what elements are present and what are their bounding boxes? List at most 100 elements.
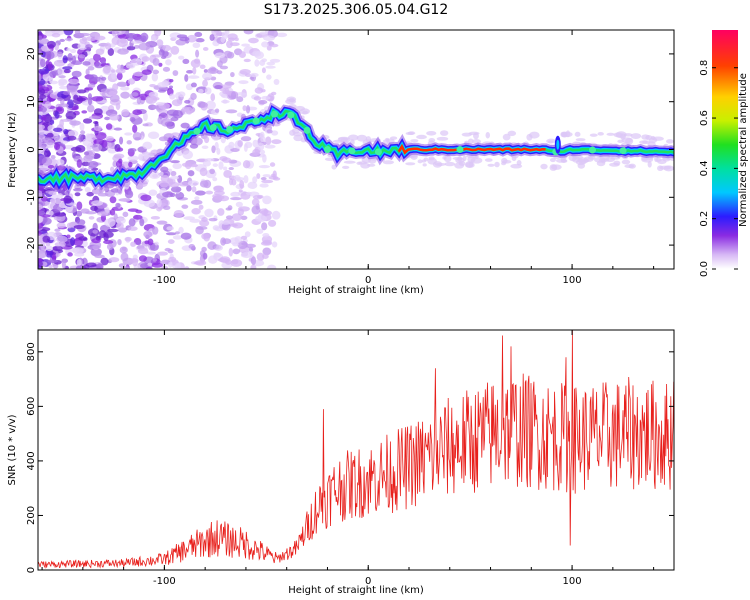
noise-blob bbox=[47, 124, 55, 132]
noise-blob bbox=[109, 94, 120, 103]
noise-blob bbox=[158, 136, 169, 142]
noise-blob bbox=[87, 66, 95, 71]
noise-blob bbox=[201, 246, 207, 252]
ridge-spot bbox=[209, 124, 217, 132]
noise-blob bbox=[155, 101, 165, 106]
noise-blob bbox=[348, 134, 359, 141]
noise-blob bbox=[86, 191, 94, 197]
noise-blob bbox=[560, 159, 568, 163]
noise-blob bbox=[119, 246, 128, 254]
noise-blob bbox=[440, 130, 449, 136]
noise-blob bbox=[46, 40, 56, 49]
noise-blob bbox=[230, 91, 237, 100]
noise-blob bbox=[157, 251, 168, 256]
ridge-spot bbox=[252, 117, 260, 125]
noise-blob bbox=[249, 76, 255, 80]
noise-blob bbox=[465, 162, 475, 169]
noise-blob bbox=[269, 58, 281, 63]
noise-blob bbox=[85, 68, 90, 76]
noise-blob bbox=[276, 32, 288, 38]
noise-blob bbox=[227, 37, 236, 42]
noise-blob bbox=[79, 122, 85, 131]
noise-blob bbox=[241, 43, 251, 47]
noise-blob bbox=[167, 239, 175, 244]
noise-blob bbox=[71, 105, 79, 111]
noise-blob bbox=[96, 263, 104, 269]
noise-blob bbox=[219, 256, 231, 264]
noise-blob bbox=[187, 170, 195, 177]
noise-blob bbox=[382, 139, 390, 143]
noise-blob bbox=[180, 122, 190, 129]
noise-blob bbox=[184, 99, 191, 104]
noise-blob bbox=[221, 157, 232, 163]
noise-blob bbox=[621, 159, 631, 165]
noise-blob bbox=[242, 160, 251, 169]
noise-blob bbox=[223, 166, 228, 171]
noise-blob bbox=[133, 214, 143, 220]
noise-blob bbox=[405, 162, 416, 166]
noise-blob bbox=[422, 163, 427, 167]
noise-blob bbox=[100, 88, 110, 93]
colorbar-tick-label: 0.2 bbox=[699, 211, 710, 227]
noise-blob bbox=[209, 34, 215, 42]
noise-blob bbox=[216, 147, 221, 155]
noise-blob bbox=[170, 186, 182, 193]
noise-blob bbox=[261, 179, 274, 184]
noise-blob bbox=[177, 91, 186, 98]
noise-blob bbox=[109, 113, 120, 121]
y-tick-label: 10 bbox=[26, 95, 37, 108]
noise-blob bbox=[203, 252, 208, 260]
noise-blob bbox=[58, 75, 66, 79]
noise-blob bbox=[40, 115, 47, 121]
noise-blob bbox=[158, 62, 163, 67]
noise-blob bbox=[205, 100, 216, 110]
noise-blob bbox=[180, 232, 192, 240]
noise-blob bbox=[293, 134, 303, 142]
noise-blob bbox=[233, 174, 241, 181]
noise-blob bbox=[213, 30, 220, 33]
noise-blob bbox=[62, 55, 68, 64]
noise-blob bbox=[94, 132, 107, 140]
noise-blob bbox=[266, 74, 272, 80]
noise-blob bbox=[70, 60, 83, 66]
noise-blob bbox=[189, 218, 201, 223]
noise-blob bbox=[208, 255, 218, 264]
noise-blob bbox=[93, 121, 99, 125]
noise-blob bbox=[261, 222, 268, 231]
ridge-spot bbox=[226, 125, 234, 133]
noise-blob bbox=[342, 165, 350, 170]
colorbar-tick-label: 0.6 bbox=[699, 110, 710, 126]
noise-blob bbox=[122, 211, 129, 218]
noise-blob bbox=[38, 118, 42, 123]
noise-blob bbox=[225, 109, 238, 114]
noise-blob bbox=[195, 38, 205, 43]
noise-blob bbox=[130, 58, 143, 66]
noise-blob bbox=[245, 105, 251, 114]
noise-blob bbox=[50, 199, 56, 204]
noise-blob bbox=[168, 85, 174, 89]
noise-blob bbox=[54, 228, 61, 232]
noise-blob bbox=[52, 263, 59, 269]
noise-blob bbox=[214, 84, 223, 90]
ridge-spot bbox=[348, 147, 356, 155]
noise-blob bbox=[262, 247, 272, 256]
noise-blob bbox=[625, 137, 634, 145]
noise-blob bbox=[186, 34, 197, 43]
noise-blob bbox=[95, 48, 105, 55]
noise-blob bbox=[252, 148, 261, 156]
noise-blob bbox=[252, 50, 262, 57]
noise-blob bbox=[45, 248, 54, 258]
noise-blob bbox=[199, 64, 206, 70]
noise-blob bbox=[254, 87, 264, 94]
noise-blob bbox=[132, 124, 138, 133]
noise-blob bbox=[87, 143, 94, 150]
noise-blob bbox=[110, 166, 115, 173]
noise-blob bbox=[140, 194, 152, 202]
noise-blob bbox=[93, 53, 101, 62]
noise-blob bbox=[191, 137, 203, 146]
noise-blob bbox=[551, 164, 562, 170]
noise-blob bbox=[204, 87, 212, 95]
noise-blob bbox=[259, 31, 268, 35]
noise-blob bbox=[70, 237, 76, 246]
noise-blob bbox=[171, 99, 183, 107]
